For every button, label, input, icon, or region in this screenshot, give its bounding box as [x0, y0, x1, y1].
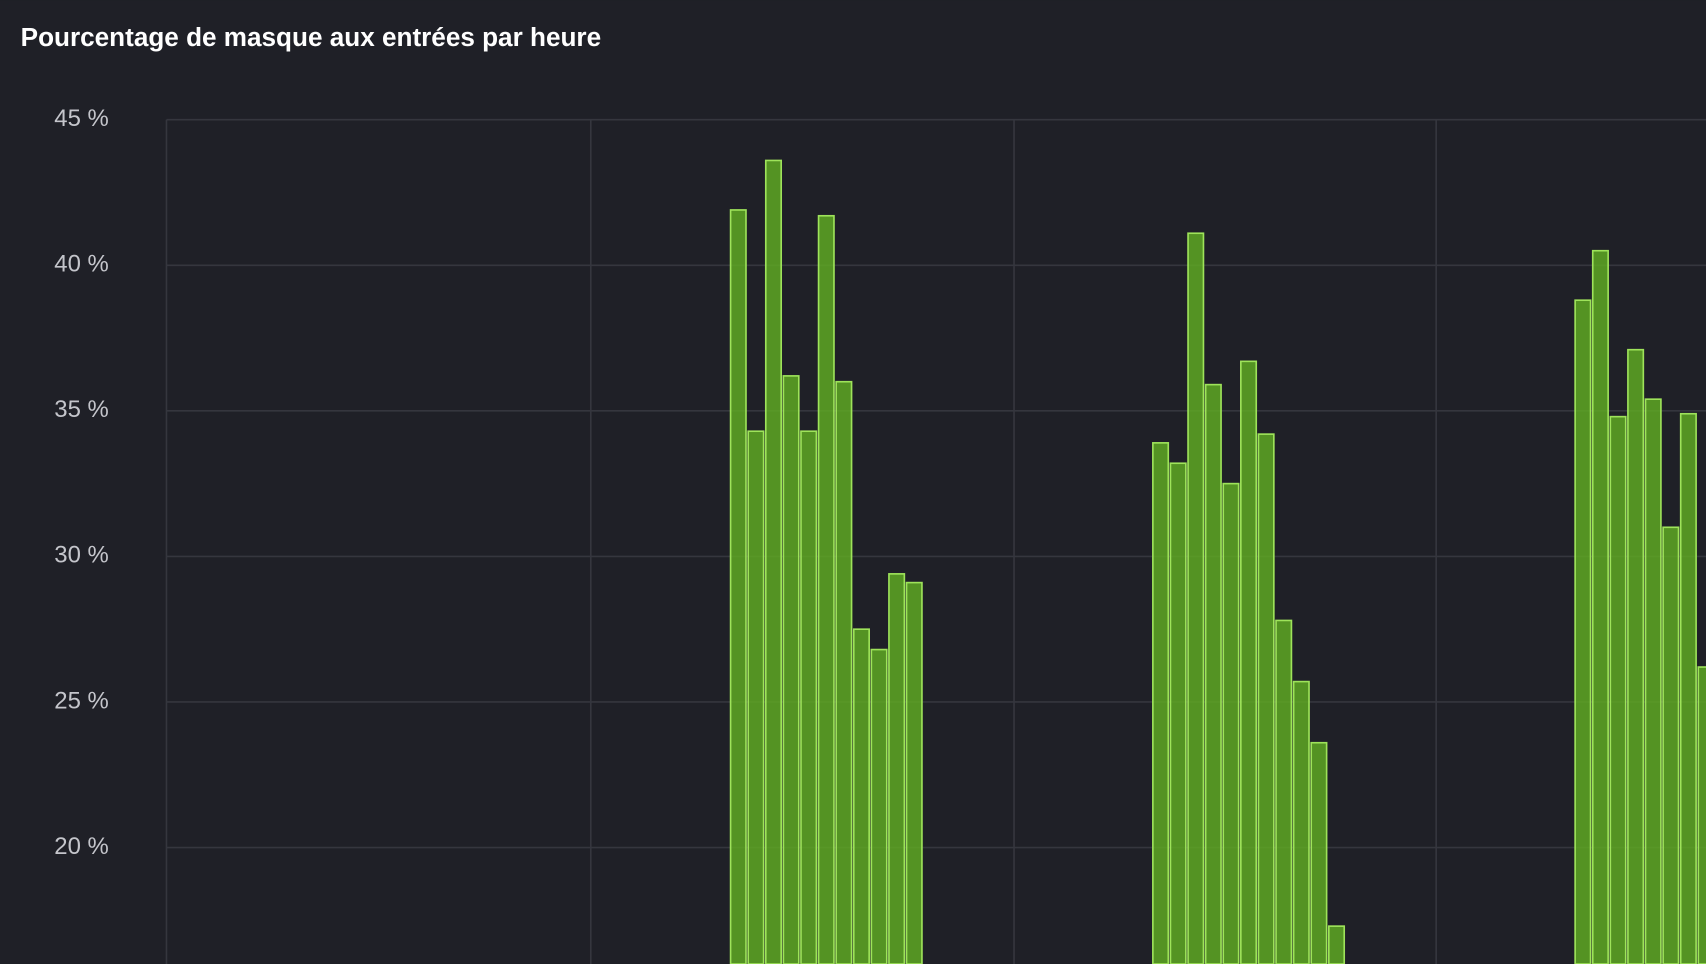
y-tick-label: 35 % [54, 396, 109, 423]
y-tick-label: 25 % [54, 687, 109, 714]
bar [852, 628, 870, 964]
bar [817, 214, 835, 964]
bar [764, 159, 783, 964]
bar [1662, 526, 1680, 964]
bar [1310, 741, 1328, 964]
bar [870, 648, 888, 964]
bar [1609, 415, 1627, 964]
y-tick-label: 30 % [54, 542, 109, 569]
bar [1204, 383, 1222, 964]
bar [729, 209, 747, 964]
y-tick-label: 45 % [54, 105, 109, 132]
bar [800, 430, 818, 964]
x-grid [165, 119, 1437, 964]
bar [1187, 232, 1205, 964]
bar [747, 430, 765, 964]
bar [1679, 412, 1697, 964]
bar [1275, 619, 1293, 964]
bar [1697, 666, 1706, 964]
bar [1644, 398, 1662, 964]
bar [1169, 462, 1187, 964]
bar [1292, 680, 1310, 964]
bar [835, 380, 853, 964]
bar [1627, 348, 1645, 964]
bar [1240, 360, 1258, 964]
bar [1257, 433, 1275, 964]
bar [1591, 249, 1609, 964]
y-tick-label: 40 % [54, 251, 109, 278]
bar [1222, 482, 1240, 964]
bar [1574, 299, 1592, 964]
bar [1327, 925, 1346, 964]
bar [1152, 442, 1170, 964]
chart-title: Pourcentage de masque aux entrées par he… [21, 22, 601, 52]
y-tick-label: 20 % [54, 833, 109, 860]
bar [888, 573, 906, 964]
bar [905, 581, 923, 964]
bar [782, 375, 800, 964]
